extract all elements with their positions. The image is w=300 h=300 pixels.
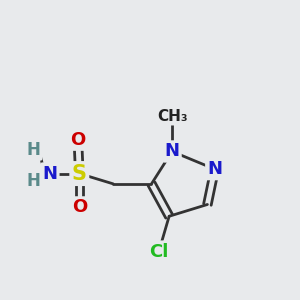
Text: N: N <box>42 165 57 183</box>
Text: CH₃: CH₃ <box>157 109 188 124</box>
Text: N: N <box>165 142 180 160</box>
Text: Cl: Cl <box>149 243 169 261</box>
Text: N: N <box>207 160 222 178</box>
Text: O: O <box>72 198 87 216</box>
Text: H: H <box>27 141 40 159</box>
Text: O: O <box>70 131 85 149</box>
Text: H: H <box>27 172 40 190</box>
Text: S: S <box>72 164 87 184</box>
